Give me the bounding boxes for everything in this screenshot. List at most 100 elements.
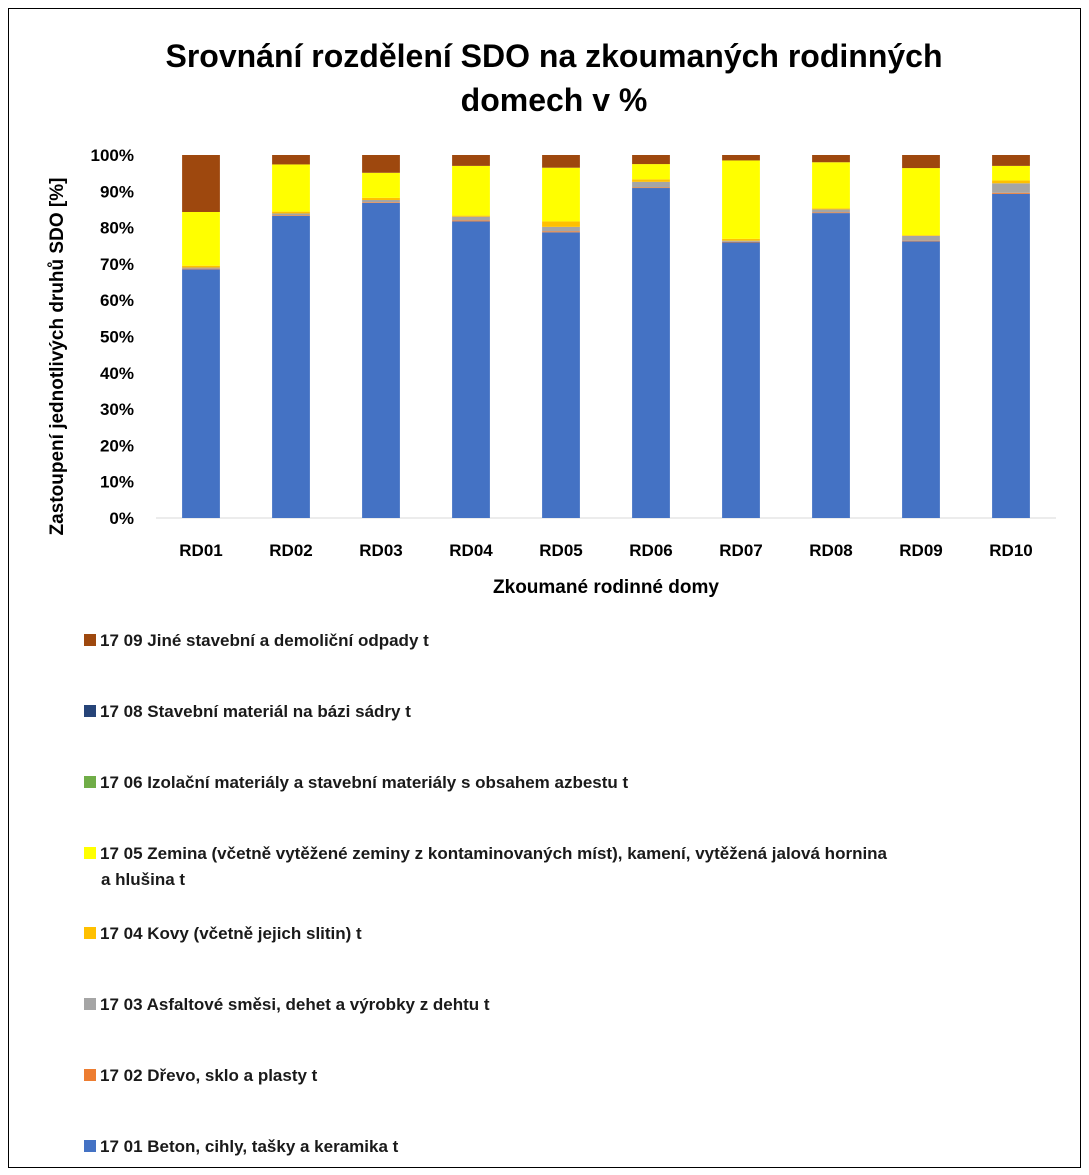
legend-label: 17 09 Jiné stavební a demoliční odpady t xyxy=(100,631,429,650)
x-tick-label: RD04 xyxy=(449,541,493,560)
bar-segment-rd03-s3 xyxy=(362,200,400,203)
bar-segment-rd09-s4 xyxy=(902,235,940,236)
bar-segment-rd05-s1 xyxy=(542,232,580,518)
bar-segment-rd04-s8 xyxy=(452,155,490,166)
y-tick-label: 0% xyxy=(109,509,134,528)
bar-segment-rd06-s2 xyxy=(632,187,670,189)
legend-swatch xyxy=(84,847,96,859)
bar-segment-rd07-s8 xyxy=(722,155,760,161)
y-tick-label: 20% xyxy=(100,436,134,455)
bar-segment-rd05-s4 xyxy=(542,221,580,227)
chart-title-line-2: domech v % xyxy=(461,82,648,118)
legend-swatch xyxy=(84,927,96,939)
bar-segment-rd10-s4 xyxy=(992,180,1030,184)
bar-segment-rd05-s8 xyxy=(542,155,580,168)
x-axis-title: Zkoumané rodinné domy xyxy=(493,577,719,598)
legend-label: 17 08 Stavební materiál na bázi sádry t xyxy=(100,702,411,721)
legend-swatch xyxy=(84,1069,96,1081)
bar-segment-rd09-s1 xyxy=(902,241,940,519)
bar-segment-rd08-s3 xyxy=(812,209,850,213)
legend-label: 17 02 Dřevo, sklo a plasty t xyxy=(100,1066,318,1085)
x-axis-ticks: RD01 RD02 RD03 RD04 RD05 RD06 RD07 RD08 RD09 RD10 xyxy=(179,541,1032,560)
bar-segment-rd01-s4 xyxy=(182,265,220,268)
y-axis-title: Zastoupení jednotlivých druhů SDO [%] xyxy=(47,178,68,536)
legend-label: a hlušina t xyxy=(101,870,185,889)
y-tick-label: 50% xyxy=(100,328,134,347)
y-tick-label: 80% xyxy=(100,219,134,238)
bar-segment-rd06-s8 xyxy=(632,155,670,165)
x-tick-label: RD01 xyxy=(179,541,222,560)
bar-segment-rd02-s5 xyxy=(272,164,310,212)
bar-segment-rd08-s2 xyxy=(812,212,850,214)
y-tick-label: 100% xyxy=(91,146,134,165)
bar-segment-rd07-s5 xyxy=(722,160,760,239)
bar-segment-rd09-s2 xyxy=(902,240,940,242)
bar-segment-rd01-s5 xyxy=(182,211,220,266)
legend-label: 17 03 Asfaltové směsi, dehet a výrobky z… xyxy=(100,995,490,1014)
bar-segment-rd10-s3 xyxy=(992,183,1030,193)
chart-title: Srovnání rozdělení SDO na zkoumaných rod… xyxy=(165,38,942,118)
bar-segment-rd07-s2 xyxy=(722,241,760,243)
chart-svg: Srovnání rozdělení SDO na zkoumaných rod… xyxy=(47,38,1056,1156)
bar-segment-rd03-s5 xyxy=(362,172,400,198)
legend-swatch xyxy=(84,634,96,646)
legend-label: 17 01 Beton, cihly, tašky a keramika t xyxy=(100,1137,399,1156)
y-tick-label: 30% xyxy=(100,400,134,419)
bar-segment-rd05-s2 xyxy=(542,231,580,233)
bar-segment-rd01-s8 xyxy=(182,155,220,212)
legend-label: 17 06 Izolační materiály a stavební mate… xyxy=(100,773,629,792)
bar-segment-rd04-s3 xyxy=(452,216,490,221)
bar-segment-rd05-s5 xyxy=(542,167,580,222)
bar-segment-rd03-s8 xyxy=(362,155,400,173)
y-tick-label: 70% xyxy=(100,255,134,274)
bar-segment-rd10-s8 xyxy=(992,155,1030,166)
bar-segment-rd04-s2 xyxy=(452,220,490,222)
bar-segment-rd03-s4 xyxy=(362,197,400,201)
bar-segment-rd03-s2 xyxy=(362,202,400,203)
bar-segment-rd08-s8 xyxy=(812,155,850,163)
x-tick-label: RD07 xyxy=(719,541,762,560)
x-tick-label: RD02 xyxy=(269,541,312,560)
x-tick-label: RD10 xyxy=(989,541,1032,560)
bar-segment-rd02-s4 xyxy=(272,211,310,214)
legend-swatch xyxy=(84,776,96,788)
bar-segment-rd08-s4 xyxy=(812,208,850,210)
chart-title-line-1: Srovnání rozdělení SDO na zkoumaných rod… xyxy=(165,38,942,74)
bar-segment-rd08-s1 xyxy=(812,213,850,518)
legend-swatch xyxy=(84,1140,96,1152)
bar-segment-rd08-s5 xyxy=(812,162,850,209)
bar-segment-rd06-s5 xyxy=(632,164,670,180)
bar-segment-rd06-s3 xyxy=(632,181,670,188)
y-tick-label: 60% xyxy=(100,291,134,310)
x-tick-label: RD05 xyxy=(539,541,582,560)
bar-segment-rd02-s1 xyxy=(272,215,310,518)
y-tick-label: 10% xyxy=(100,473,134,492)
bar-segment-rd02-s2 xyxy=(272,215,310,216)
bar-segment-rd10-s5 xyxy=(992,165,1030,181)
bar-segment-rd04-s4 xyxy=(452,215,490,217)
bar-segment-rd09-s8 xyxy=(902,155,940,169)
bar-segment-rd09-s5 xyxy=(902,168,940,236)
bar-segment-rd09-s3 xyxy=(902,235,940,241)
bar-segment-rd03-s1 xyxy=(362,202,400,518)
x-tick-label: RD06 xyxy=(629,541,672,560)
bar-segment-rd07-s1 xyxy=(722,242,760,518)
bar-segment-rd01-s2 xyxy=(182,268,220,270)
bar-segment-rd06-s1 xyxy=(632,188,670,518)
bar-segment-rd06-s4 xyxy=(632,179,670,182)
bar-segment-rd10-s2 xyxy=(992,192,1030,194)
bar-segment-rd07-s4 xyxy=(722,238,760,241)
bar-segment-rd05-s3 xyxy=(542,226,580,232)
bar-segment-rd02-s8 xyxy=(272,155,310,165)
chart-frame: Srovnání rozdělení SDO na zkoumaných rod… xyxy=(8,8,1081,1168)
bar-segment-rd04-s1 xyxy=(452,221,490,518)
bar-segment-rd10-s1 xyxy=(992,193,1030,518)
legend: 17 09 Jiné stavební a demoliční odpady t… xyxy=(84,631,888,1156)
bar-segment-rd01-s1 xyxy=(182,269,220,518)
bar-segment-rd02-s3 xyxy=(272,213,310,216)
y-tick-label: 40% xyxy=(100,364,134,383)
bar-segment-rd04-s5 xyxy=(452,165,490,216)
legend-label: 17 05 Zemina (včetně vytěžené zeminy z k… xyxy=(100,844,888,863)
x-tick-label: RD08 xyxy=(809,541,852,560)
x-tick-label: RD03 xyxy=(359,541,402,560)
